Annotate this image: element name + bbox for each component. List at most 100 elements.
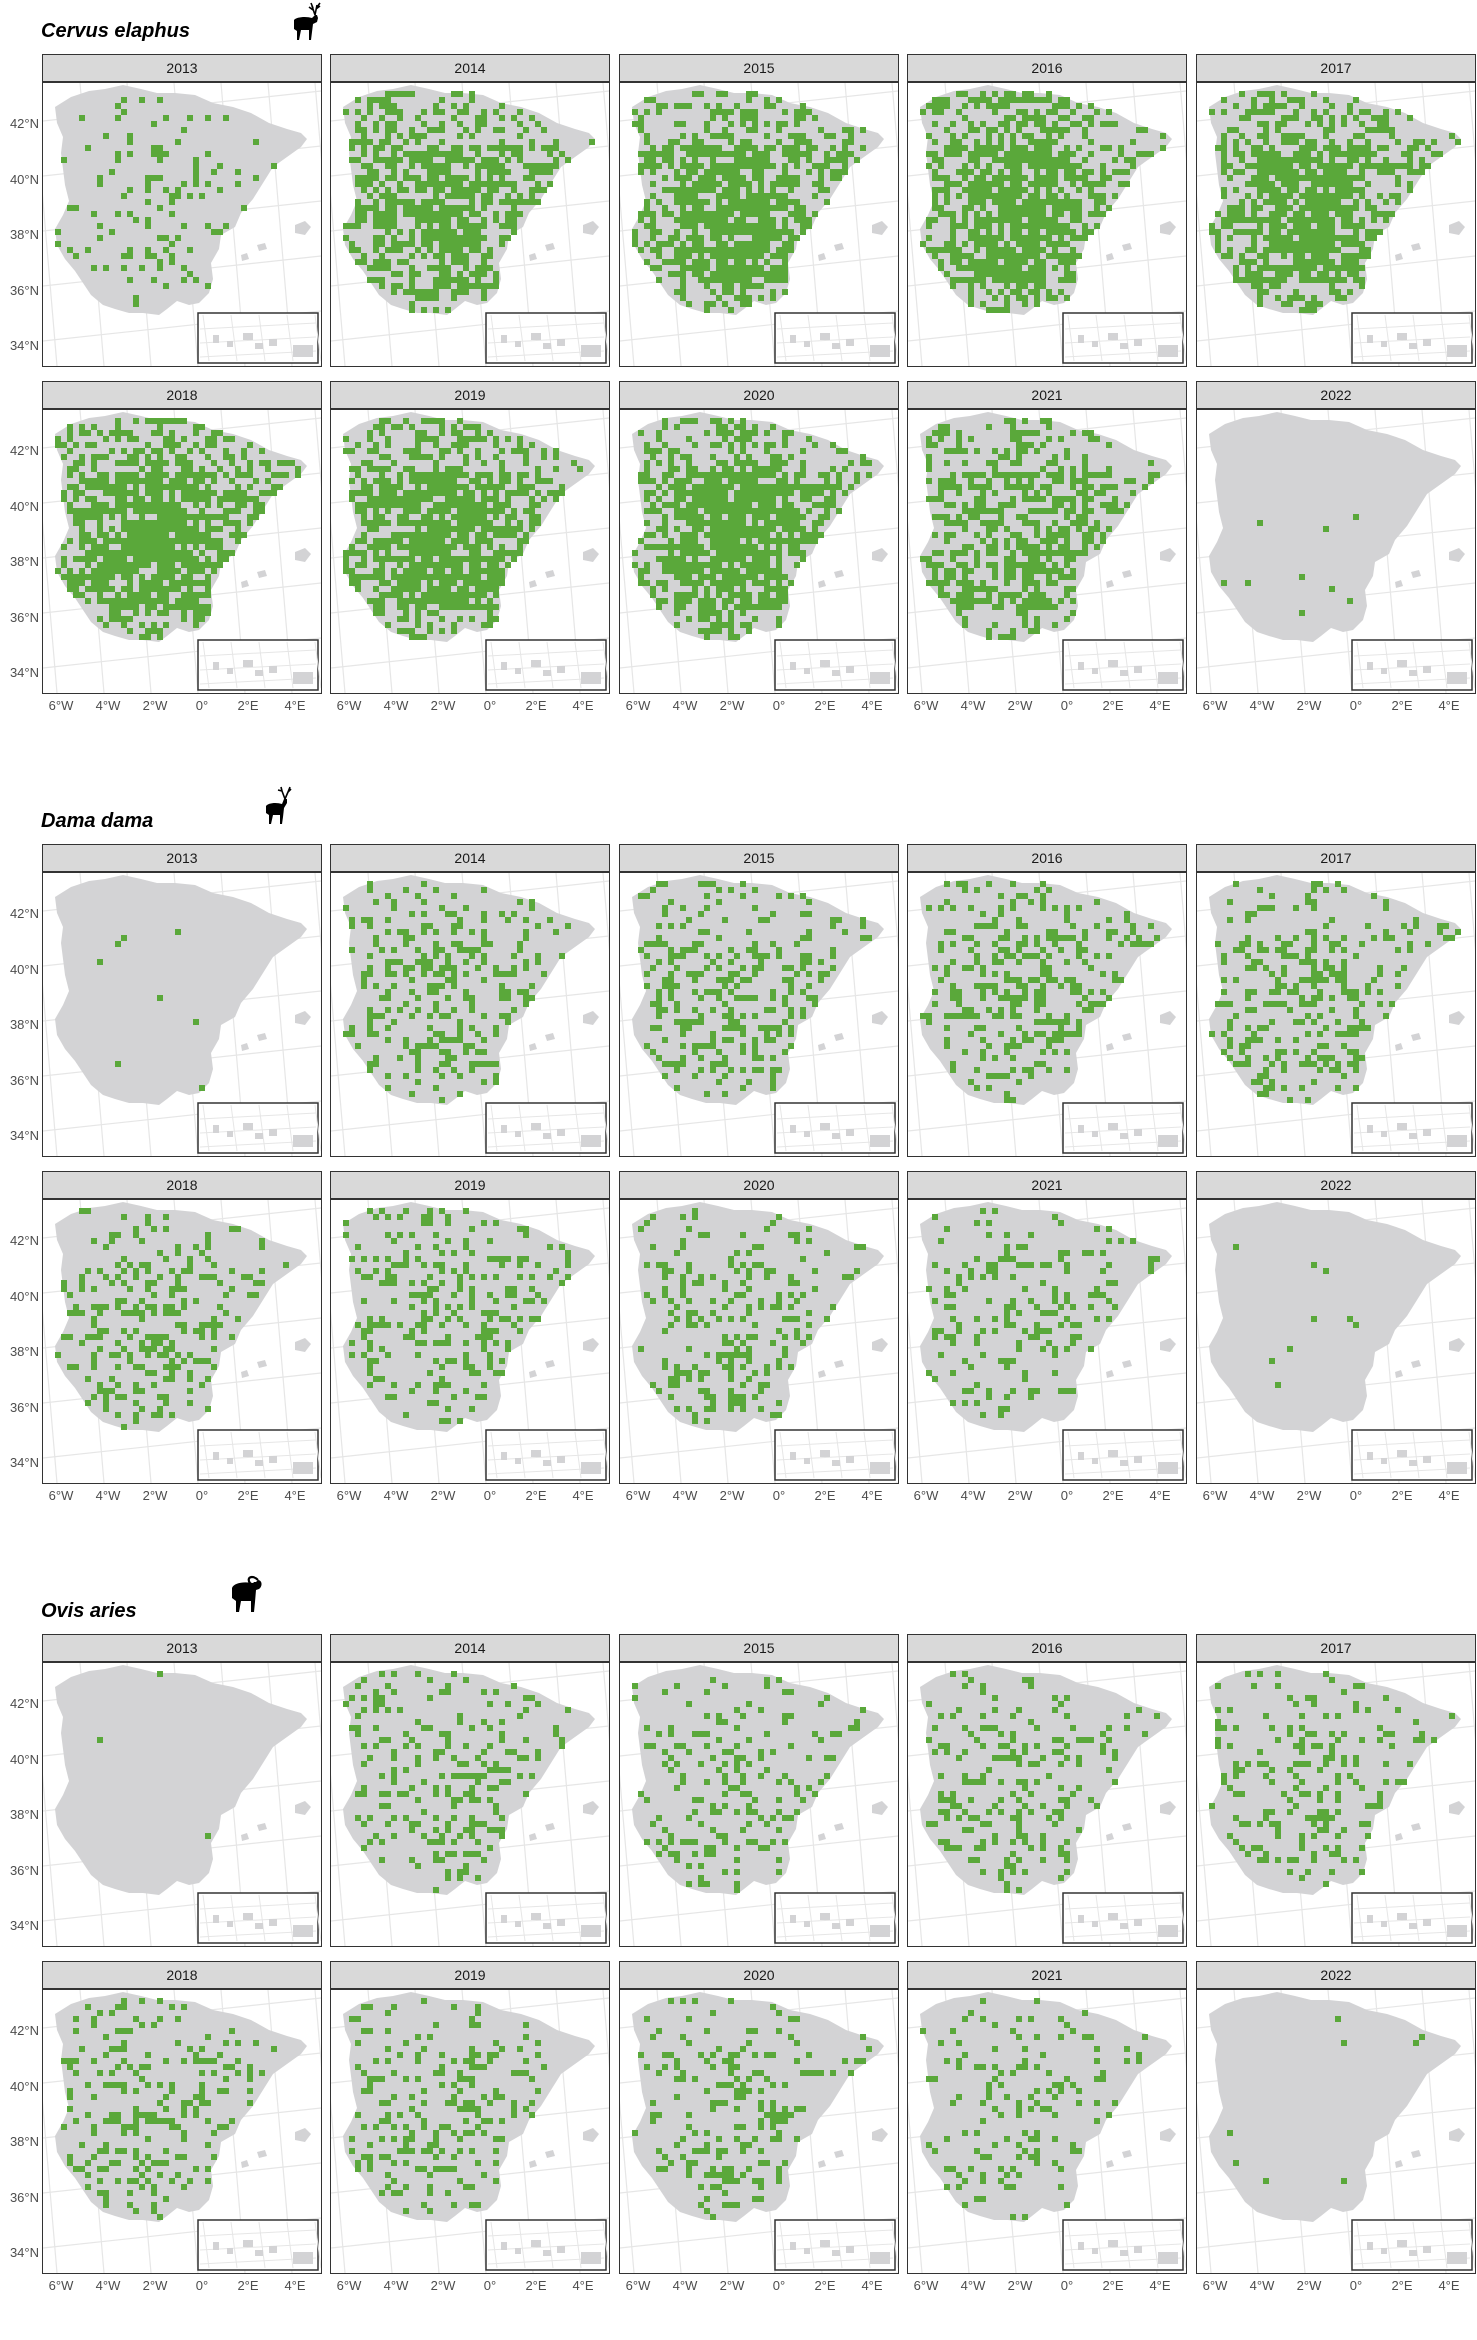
presence-cell [644, 544, 650, 550]
year-strip: 2022 [1196, 381, 1476, 409]
presence-cell [79, 538, 85, 544]
presence-cell [127, 502, 133, 508]
presence-cell [487, 604, 493, 610]
presence-cell [758, 568, 764, 574]
presence-cell [1034, 544, 1040, 550]
presence-cell [962, 217, 968, 223]
presence-cell [950, 247, 956, 253]
presence-cell [1305, 169, 1311, 175]
presence-cell [1341, 115, 1347, 121]
presence-cell [133, 448, 139, 454]
presence-cell [776, 622, 782, 628]
presence-cell [1022, 538, 1028, 544]
presence-cell [355, 502, 361, 508]
presence-cell [1028, 580, 1034, 586]
presence-cell [716, 628, 722, 634]
presence-cell [379, 484, 385, 490]
presence-cell [1022, 550, 1028, 556]
presence-cell [541, 127, 547, 133]
presence-cell [379, 259, 385, 265]
presence-cell [181, 550, 187, 556]
presence-cell [932, 121, 938, 127]
presence-cell [722, 538, 728, 544]
presence-cell [758, 253, 764, 259]
presence-cell [469, 205, 475, 211]
presence-cell [481, 604, 487, 610]
presence-cell [830, 175, 836, 181]
presence-cell [1329, 115, 1335, 121]
presence-cell [980, 484, 986, 490]
presence-cell [980, 235, 986, 241]
presence-cell [740, 277, 746, 283]
presence-cell [686, 217, 692, 223]
presence-cell [115, 484, 121, 490]
presence-cell [1245, 139, 1251, 145]
presence-cell [1070, 199, 1076, 205]
presence-cell [698, 568, 704, 574]
presence-cell [1305, 175, 1311, 181]
presence-cell [806, 157, 812, 163]
presence-cell [788, 133, 794, 139]
presence-cell [932, 496, 938, 502]
presence-cell [926, 580, 932, 586]
presence-cell [361, 484, 367, 490]
presence-cell [103, 454, 109, 460]
presence-cell [710, 181, 716, 187]
presence-cell [433, 103, 439, 109]
presence-cell [493, 211, 499, 217]
presence-cell [770, 229, 776, 235]
presence-cell [632, 235, 638, 241]
presence-cell [355, 127, 361, 133]
presence-cell [1004, 454, 1010, 460]
presence-cell [109, 598, 115, 604]
presence-cell [740, 514, 746, 520]
presence-cell [968, 229, 974, 235]
presence-cell [433, 283, 439, 289]
presence-cell [764, 586, 770, 592]
presence-cell [1052, 241, 1058, 247]
presence-cell [986, 424, 992, 430]
presence-cell [776, 514, 782, 520]
presence-cell [1088, 532, 1094, 538]
presence-cell [1076, 478, 1082, 484]
presence-cell [734, 538, 740, 544]
presence-cell [127, 247, 133, 253]
presence-cell [511, 151, 517, 157]
presence-cell [650, 151, 656, 157]
presence-cell [782, 472, 788, 478]
presence-cell [379, 217, 385, 223]
presence-cell [842, 157, 848, 163]
presence-cell [800, 103, 806, 109]
map-area [330, 872, 610, 1157]
presence-cell [91, 586, 97, 592]
presence-cell [391, 496, 397, 502]
presence-cell [1034, 217, 1040, 223]
presence-cell [1257, 193, 1263, 199]
presence-cell [974, 193, 980, 199]
presence-cell [487, 568, 493, 574]
presence-cell [457, 235, 463, 241]
presence-cell [403, 616, 409, 622]
presence-cell [487, 496, 493, 502]
presence-cell [91, 484, 97, 490]
presence-cell [433, 526, 439, 532]
presence-cell [950, 478, 956, 484]
presence-cell [133, 604, 139, 610]
presence-cell [692, 241, 698, 247]
presence-cell [1028, 157, 1034, 163]
presence-cell [439, 205, 445, 211]
presence-cell [475, 436, 481, 442]
presence-cell [151, 538, 157, 544]
presence-cell [1136, 127, 1142, 133]
presence-cell [674, 568, 680, 574]
presence-cell [415, 580, 421, 586]
presence-cell [716, 622, 722, 628]
presence-cell [457, 556, 463, 562]
presence-cell [379, 241, 385, 247]
presence-cell [980, 265, 986, 271]
presence-cell [1088, 538, 1094, 544]
presence-cell [427, 199, 433, 205]
presence-cell [692, 169, 698, 175]
presence-cell [674, 424, 680, 430]
